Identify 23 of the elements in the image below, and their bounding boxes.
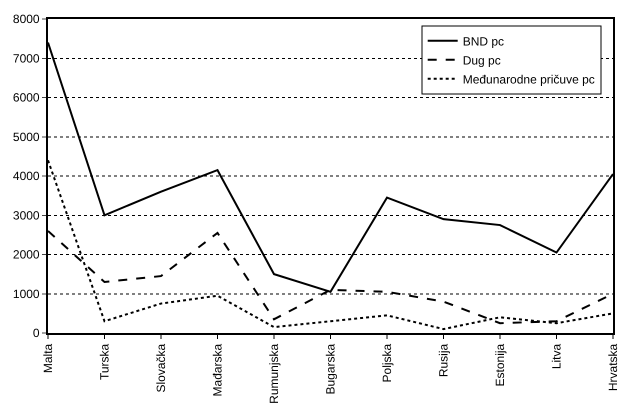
legend-label: BND pc [462, 34, 504, 48]
y-tick-label: 2000 [12, 248, 40, 262]
x-tick-label: Turska [97, 343, 112, 380]
x-tick-label: Rumunjska [266, 343, 281, 404]
y-tick-label: 0 [32, 326, 40, 340]
y-tick-label: 1000 [12, 286, 40, 301]
x-tick-label: Malta [40, 343, 55, 374]
x-tick-label: Litva [549, 343, 564, 370]
x-tick-label: Rusija [436, 343, 450, 378]
x-tick-label: Estonija [492, 343, 507, 387]
x-tick-label: Poljska [380, 343, 394, 382]
legend-label: Dug pc [462, 53, 501, 68]
x-tick-label: Hrvatska [606, 343, 620, 392]
y-tick-label: 5000 [12, 130, 40, 144]
y-tick-label: 7000 [12, 51, 40, 66]
y-tick-label: 3000 [12, 208, 40, 222]
x-tick-label: Slovačka [154, 343, 168, 393]
y-tick-label: 4000 [12, 169, 40, 184]
legend-label: Međunarodne pričuve pc [462, 72, 595, 86]
y-tick-label: 8000 [12, 12, 40, 26]
x-tick-label: Bugarska [323, 343, 338, 395]
x-tick-label: Mađarska [210, 343, 224, 396]
y-tick-label: 6000 [12, 90, 40, 105]
